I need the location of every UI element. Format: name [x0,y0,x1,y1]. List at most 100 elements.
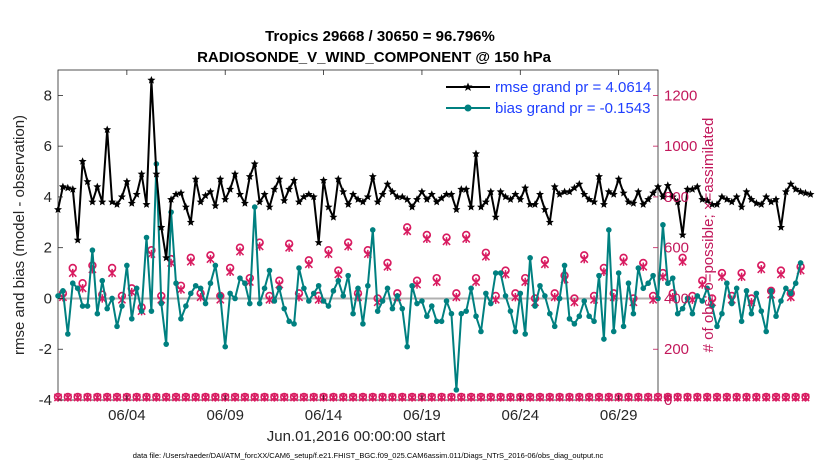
rmse-point [491,213,500,221]
point-assimilated [226,267,235,277]
y-tick-label: -2 [39,341,52,358]
point-assimilated [619,257,628,266]
point-assimilated [604,393,613,402]
bias-point [158,300,165,307]
rmse-point [777,223,785,231]
bias-point [615,270,622,276]
rmse-point [250,159,259,168]
bias-point [256,300,263,307]
rmse-point [467,202,476,211]
rmse-point [117,192,126,201]
point-assimilated [570,298,579,307]
rmse-point [393,192,402,201]
bias-point [635,265,642,271]
point-assimilated [299,393,309,402]
point-assimilated [162,393,171,402]
rmse-point [732,192,741,201]
bias-point [571,321,578,327]
point-assimilated [285,243,294,252]
point-assimilated [437,393,446,402]
point-assimilated [304,259,313,269]
point-assimilated [540,259,550,269]
point-assimilated [142,393,151,402]
bias-point [89,247,96,254]
rmse-point [526,200,535,208]
bias-point [556,295,563,302]
rmse-point [806,190,815,198]
bias-point [448,310,455,317]
rmse-point [349,190,358,198]
plot-area [57,69,659,401]
bias-point [561,262,568,269]
rmse-point [536,190,544,198]
rmse-point [88,197,97,206]
bias-point [576,313,583,320]
point-assimilated [466,393,476,402]
bias-point [212,262,219,269]
bias-point [640,285,647,292]
bias-point [55,293,61,299]
bias-point [65,331,71,337]
point-assimilated [407,393,417,402]
rmse-point [142,200,151,208]
bias-point [738,318,745,325]
bias-point [178,315,184,322]
bias-point [124,262,130,269]
rmse-point [319,176,328,184]
point-assimilated [575,393,584,402]
rmse-point [658,192,667,201]
rmse-point [663,181,672,189]
bias-point [291,321,297,327]
bias-point [778,298,784,304]
point-assimilated [585,393,594,402]
rmse-point [457,185,466,193]
rmse-point [388,187,397,196]
legend-bias-label: bias grand pr = -0.1543 [495,100,651,117]
y-axis-right-label: # of obs: o=possible; ×=assimilated [700,118,717,353]
rmse-point [137,169,146,178]
point-assimilated [235,247,245,256]
point-assimilated [329,393,338,402]
point-assimilated [93,393,102,402]
bias-point [748,310,755,317]
point-assimilated [594,393,604,402]
rmse-point [78,157,87,165]
bias-point [365,282,371,289]
bias-point [581,298,588,304]
point-assimilated [181,393,190,402]
rmse-point [713,200,721,208]
point-assimilated [698,280,707,289]
bias-point [507,308,514,314]
bias-point [104,305,110,312]
bias-point [369,227,376,233]
bias-point [768,288,774,294]
point-assimilated [186,257,195,266]
rmse-line [57,79,811,259]
rmse-point [221,195,230,203]
bias-point [424,313,430,320]
footer-data-file: data file: /Users/raeder/DAI/ATM_forcXX/… [133,451,604,460]
bias-point [320,298,327,304]
bias-point [699,298,706,304]
bias-point [286,318,292,325]
rmse-point [673,197,682,206]
bias-point [271,298,278,304]
rmse-point [595,172,603,180]
point-assimilated [73,393,82,402]
bias-point [207,280,214,287]
point-assimilated [339,393,348,402]
rmse-point [201,191,210,200]
rmse-point [550,182,559,191]
bias-point [586,313,592,320]
rmse-point [629,199,638,207]
point-assimilated [683,393,692,402]
point-assimilated [344,242,353,251]
rmse-point [181,202,190,211]
point-assimilated [398,393,407,402]
point-assimilated [722,393,731,402]
bias-point [114,323,120,330]
point-assimilated [486,393,495,402]
legend-rmse-marker [463,82,473,91]
rmse-point [599,200,608,208]
